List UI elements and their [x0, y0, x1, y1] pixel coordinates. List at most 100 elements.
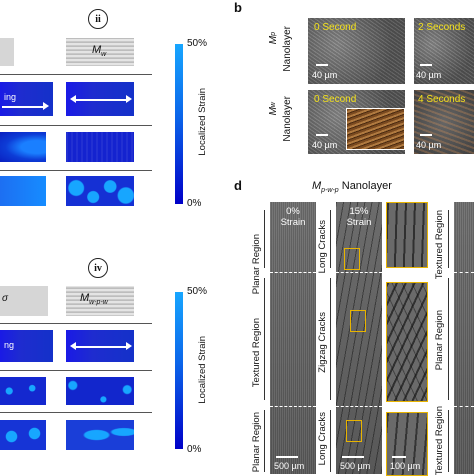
strain-map-right-2	[66, 176, 134, 206]
region-bracket	[264, 410, 268, 472]
region-bracket	[330, 278, 334, 400]
loading-label-partial: ng	[4, 340, 15, 350]
inset-texture	[346, 108, 405, 150]
colorbar-iv	[175, 292, 183, 449]
sample-schematic-left	[0, 286, 48, 316]
region-boundary	[336, 406, 382, 407]
strain-map-right-2	[66, 420, 134, 450]
strain-map-right	[66, 132, 134, 162]
scale-bar	[420, 64, 432, 66]
crack-label: Long Cracks	[317, 412, 328, 466]
strain-map-left	[0, 377, 46, 405]
region-bracket	[330, 210, 334, 268]
arrow-right-icon	[126, 95, 132, 103]
micrograph-tile	[414, 18, 474, 84]
scale-bar	[420, 134, 432, 136]
colorbar-ii-title: Localized Strain	[197, 88, 208, 156]
sample-label-mwpw: Mw-p-w	[80, 292, 108, 307]
micrograph-tile	[414, 90, 474, 154]
arrow-left-icon	[70, 342, 76, 350]
scale-bar	[316, 64, 328, 66]
scale-label: 40 µm	[416, 140, 442, 150]
sample-schematic-mwpw	[66, 286, 134, 316]
scale-label: 500 µm	[340, 461, 371, 471]
strain-map-left-2	[0, 176, 46, 206]
micrograph-column-15pct	[336, 202, 382, 474]
loading-label-partial: ing	[4, 92, 17, 102]
strain-map-right	[66, 377, 134, 405]
crack-label: Long Cracks	[317, 220, 328, 274]
colorbar-ii-max: 50%	[187, 38, 208, 49]
sample-schematic-left	[0, 38, 14, 66]
divider	[0, 370, 152, 371]
panel-d-letter: d	[234, 178, 242, 193]
panel-ii-marker: ii	[88, 9, 108, 29]
region-boundary	[270, 272, 316, 273]
scale-label: 100 µm	[390, 461, 421, 471]
loading-arrow	[2, 106, 46, 108]
scale-bar	[316, 134, 328, 136]
sample-label-mw: Mw	[92, 44, 107, 59]
loading-schematic-left	[0, 82, 53, 116]
time-label: 0 Second	[314, 94, 357, 105]
panel-d-title: Mp-w-p Nanolayer	[312, 180, 392, 195]
colorbar-ii	[175, 44, 183, 204]
scale-bar	[392, 456, 406, 458]
strain-map-left	[0, 132, 46, 162]
zoom-inset-top	[386, 202, 428, 268]
zoom-box	[346, 420, 362, 442]
colorbar-iv-min: 0%	[187, 444, 202, 455]
sample-schematic-mw	[66, 38, 134, 66]
crack-label: Zigzag Cracks	[317, 312, 328, 373]
region-bracket	[448, 210, 452, 268]
divider	[0, 323, 152, 324]
arrow-right-icon	[126, 342, 132, 350]
scale-label: 40 µm	[416, 70, 442, 80]
region-label: Textured Region	[251, 318, 262, 388]
strain-map-left-2	[0, 420, 46, 450]
arrow-head-icon	[43, 102, 49, 110]
region-label: Planar Region	[434, 310, 445, 371]
micrograph-column-cropped	[454, 202, 474, 474]
strain-label: 15% Strain	[346, 206, 372, 228]
region-bracket	[264, 210, 268, 268]
region-label: Planar Region	[251, 412, 262, 473]
sample-label-partial: σ	[2, 293, 9, 304]
strain-label: 0% Strain	[280, 206, 306, 228]
scale-bar	[276, 456, 298, 458]
zoom-box	[350, 310, 366, 332]
arrow-left-icon	[70, 95, 76, 103]
colorbar-iv-title: Localized Strain	[197, 336, 208, 404]
time-label: 0 Second	[314, 22, 357, 33]
region-bracket	[330, 410, 334, 472]
micrograph-column-0pct	[270, 202, 316, 474]
scale-label: 40 µm	[312, 140, 338, 150]
region-label: Planar Region	[251, 234, 262, 295]
loading-arrow-double	[74, 99, 126, 101]
divider	[0, 412, 152, 413]
row-label-mp: Mp Nanolayer	[268, 26, 293, 72]
colorbar-iv-max: 50%	[187, 286, 208, 297]
divider	[0, 74, 152, 75]
region-boundary	[454, 406, 474, 407]
loading-schematic-left	[0, 330, 53, 362]
divider	[0, 170, 152, 171]
region-label: Textured Region	[434, 210, 445, 280]
region-boundary	[270, 406, 316, 407]
panel-b-letter: b	[234, 0, 242, 15]
scale-label: 500 µm	[274, 461, 305, 471]
region-label: Textured Region	[434, 406, 445, 476]
region-boundary	[454, 272, 474, 273]
region-bracket	[264, 278, 268, 400]
scale-label: 40 µm	[312, 70, 338, 80]
region-bracket	[448, 410, 452, 472]
time-label: 2 Seconds	[418, 22, 466, 33]
row-label-mw: Mw Nanolayer	[268, 96, 293, 142]
loading-arrow-double	[74, 346, 126, 348]
zoom-box	[344, 248, 360, 270]
panel-iv-marker: iv	[88, 258, 108, 278]
zoom-inset-bottom	[386, 412, 428, 476]
divider	[0, 125, 152, 126]
colorbar-ii-min: 0%	[187, 198, 202, 209]
micrograph-tile	[308, 18, 405, 84]
